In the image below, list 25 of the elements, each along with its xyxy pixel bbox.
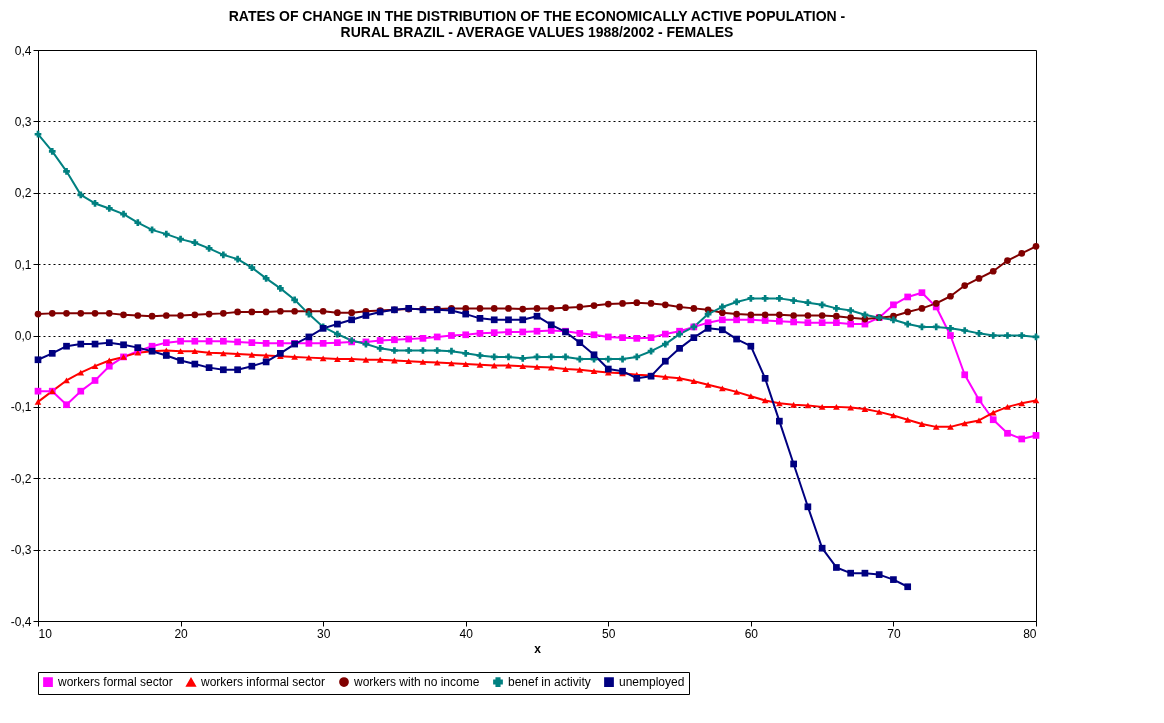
x-tick-label: 70 <box>887 626 901 641</box>
text: RURAL BRAZIL - AVERAGE VALUES 1988/2002 - FEMALES <box>340 24 734 40</box>
legend-label: workers informal sector <box>200 675 326 690</box>
x-tick-label: 30 <box>316 626 331 641</box>
y-tick-label: -0,4 <box>10 614 32 629</box>
x-tick-label: 20 <box>174 626 189 641</box>
y-tick-label: 0,0 <box>14 329 32 343</box>
y-tick-label: 0,4 <box>14 43 32 58</box>
x-tick-label: 40 <box>459 626 474 641</box>
y-tick-label: -0,3 <box>10 543 32 558</box>
text: RATES OF CHANGE IN THE DISTRIBUTION OF THE ECONOMICALLY ACTIVE POPULATION - <box>228 8 846 24</box>
y-tick-label: 0,3 <box>14 114 32 129</box>
x-axis-title: x <box>534 641 542 656</box>
legend-label: unemployed <box>619 675 685 690</box>
x-tick-label: 50 <box>602 626 616 641</box>
x-tick-label: 60 <box>744 626 759 641</box>
y-tick-label: -0,2 <box>10 471 32 486</box>
y-tick-label: -0,1 <box>10 400 32 415</box>
x-tick-label: 80 <box>1023 626 1037 641</box>
legend-label: benef in activity <box>508 675 591 690</box>
x-tick-label: 10 <box>38 626 53 641</box>
y-tick-label: 0,2 <box>14 186 32 201</box>
legend-label: workers with no income <box>353 675 480 690</box>
y-tick-label: 0,1 <box>14 257 32 272</box>
legend-label: workers formal sector <box>57 675 173 690</box>
